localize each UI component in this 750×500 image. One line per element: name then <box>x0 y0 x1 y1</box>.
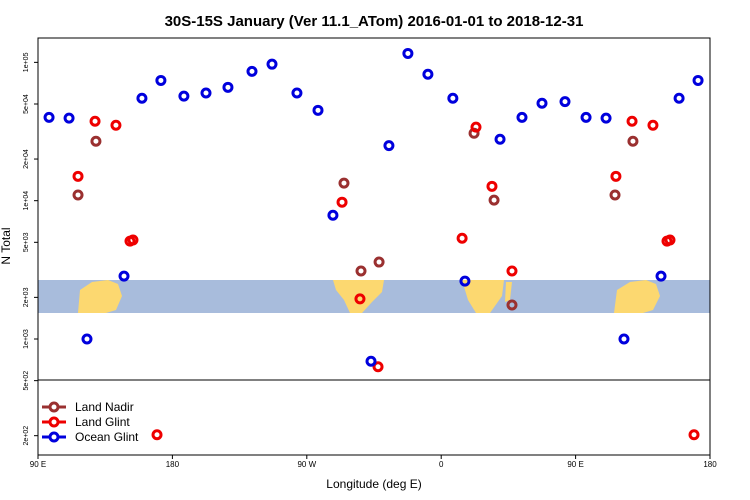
data-point <box>72 189 84 201</box>
plot-frame <box>37 37 711 456</box>
data-point <box>618 333 630 345</box>
data-point <box>692 74 704 86</box>
data-point <box>338 177 350 189</box>
data-point <box>600 112 612 124</box>
data-point <box>647 119 659 131</box>
data-point <box>610 170 622 182</box>
data-point <box>200 87 212 99</box>
data-point <box>373 256 385 268</box>
data-point <box>312 104 324 116</box>
data-point <box>494 133 506 145</box>
data-point <box>355 265 367 277</box>
land-africa <box>462 280 504 313</box>
data-point <box>506 299 518 311</box>
data-point <box>43 111 55 123</box>
data-point <box>136 92 148 104</box>
data-point <box>336 196 348 208</box>
data-point <box>402 47 414 59</box>
data-point <box>72 170 84 182</box>
data-point <box>365 355 377 367</box>
data-point <box>516 111 528 123</box>
y-tick-label: 1e+05 <box>23 52 30 72</box>
legend-marker <box>48 431 60 443</box>
data-point <box>655 270 667 282</box>
x-tick-label: 90 W <box>297 460 316 469</box>
data-point <box>63 112 75 124</box>
data-point <box>354 293 366 305</box>
x-tick-label: 180 <box>166 460 180 469</box>
y-tick-label: 2e+04 <box>23 149 30 169</box>
data-point <box>246 65 258 77</box>
data-point <box>178 90 190 102</box>
data-point <box>559 96 571 108</box>
y-tick-label: 1e+03 <box>23 329 30 349</box>
data-point <box>488 194 500 206</box>
y-tick-label: 2e+03 <box>23 287 30 307</box>
chart-title: 30S-15S January (Ver 11.1_ATom) 2016-01-… <box>165 13 584 30</box>
data-point <box>90 135 102 147</box>
data-point <box>536 97 548 109</box>
data-point <box>626 115 638 127</box>
legend-label: Land Glint <box>75 415 130 429</box>
data-point <box>688 429 700 441</box>
land-australia <box>78 280 122 313</box>
data-point <box>155 74 167 86</box>
data-point <box>627 135 639 147</box>
legend-marker <box>48 401 60 413</box>
data-point <box>266 58 278 70</box>
legend-marker <box>48 416 60 428</box>
data-point <box>327 209 339 221</box>
data-point <box>486 180 498 192</box>
data-point <box>81 333 93 345</box>
x-axis-label: Longitude (deg E) <box>326 477 421 491</box>
data-point <box>447 92 459 104</box>
x-tick-label: 90 E <box>30 460 46 469</box>
data-point <box>580 111 592 123</box>
data-point <box>383 140 395 152</box>
y-axis-label: N Total <box>0 227 13 264</box>
data-point <box>459 275 471 287</box>
legend-label: Ocean Glint <box>75 430 139 444</box>
data-point <box>291 87 303 99</box>
data-point <box>151 429 163 441</box>
data-point <box>110 119 122 131</box>
y-tick-label: 2e+02 <box>23 426 30 446</box>
legend-label: Land Nadir <box>75 400 134 414</box>
y-tick-label: 5e+02 <box>23 371 30 391</box>
data-point <box>127 234 139 246</box>
data-point <box>506 265 518 277</box>
y-tick-label: 1e+04 <box>23 191 30 211</box>
y-tick-label: 5e+03 <box>23 232 30 252</box>
data-point <box>470 121 482 133</box>
x-tick-label: 90 E <box>567 460 583 469</box>
data-point <box>609 189 621 201</box>
data-point <box>673 92 685 104</box>
data-point <box>372 361 384 373</box>
land-australia <box>614 280 660 313</box>
data-point <box>89 115 101 127</box>
data-point <box>422 68 434 80</box>
y-tick-label: 5e+04 <box>23 94 30 114</box>
data-point <box>118 270 130 282</box>
land-madagascar <box>505 282 512 302</box>
x-tick-label: 180 <box>703 460 717 469</box>
map-strip <box>38 280 710 313</box>
data-point <box>664 234 676 246</box>
data-point <box>222 81 234 93</box>
data-point <box>456 232 468 244</box>
x-tick-label: 0 <box>439 460 444 469</box>
